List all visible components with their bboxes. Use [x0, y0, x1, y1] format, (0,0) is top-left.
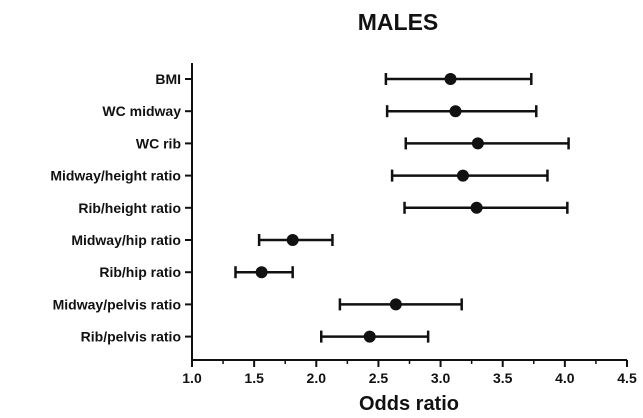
- category-label: BMI: [155, 71, 181, 87]
- axes: 1.0 1.5 2.0 2.5 3.0 3.5 4.0 4.5: [182, 63, 637, 386]
- estimate-point: [363, 330, 376, 343]
- estimate-point: [286, 234, 299, 246]
- category-label: WC midway: [102, 103, 181, 119]
- x-axis-title: Odds ratio: [359, 393, 459, 415]
- estimate-point: [470, 201, 483, 214]
- x-tick-label: 3.5: [493, 370, 513, 386]
- x-tick-label: 1.5: [244, 370, 264, 386]
- data-rows: BMI WC midway WC rib Midway/height ratio Rib…: [50, 71, 570, 345]
- estimate-point: [449, 105, 462, 118]
- category-label: Rib/hip ratio: [99, 264, 181, 280]
- x-tick-label: 3.0: [431, 370, 451, 386]
- estimate-point: [444, 73, 457, 85]
- chart-title: MALES: [358, 9, 439, 35]
- category-label: Rib/pelvis ratio: [81, 329, 181, 345]
- category-label: Midway/height ratio: [50, 168, 181, 184]
- estimate-point: [471, 137, 484, 150]
- x-tick-label: 1.0: [182, 370, 202, 386]
- category-label: Midway/hip ratio: [71, 232, 181, 248]
- x-tick-label: 2.0: [307, 370, 327, 386]
- x-tick-label: 4.5: [617, 370, 637, 386]
- category-label: Rib/height ratio: [78, 200, 181, 216]
- estimate-point: [255, 266, 268, 279]
- category-label: Midway/pelvis ratio: [53, 296, 181, 312]
- x-tick-label: 2.5: [369, 370, 389, 386]
- estimate-point: [456, 169, 469, 182]
- category-label: WC rib: [136, 135, 181, 151]
- estimate-point: [389, 298, 402, 311]
- x-tick-label: 4.0: [555, 370, 575, 386]
